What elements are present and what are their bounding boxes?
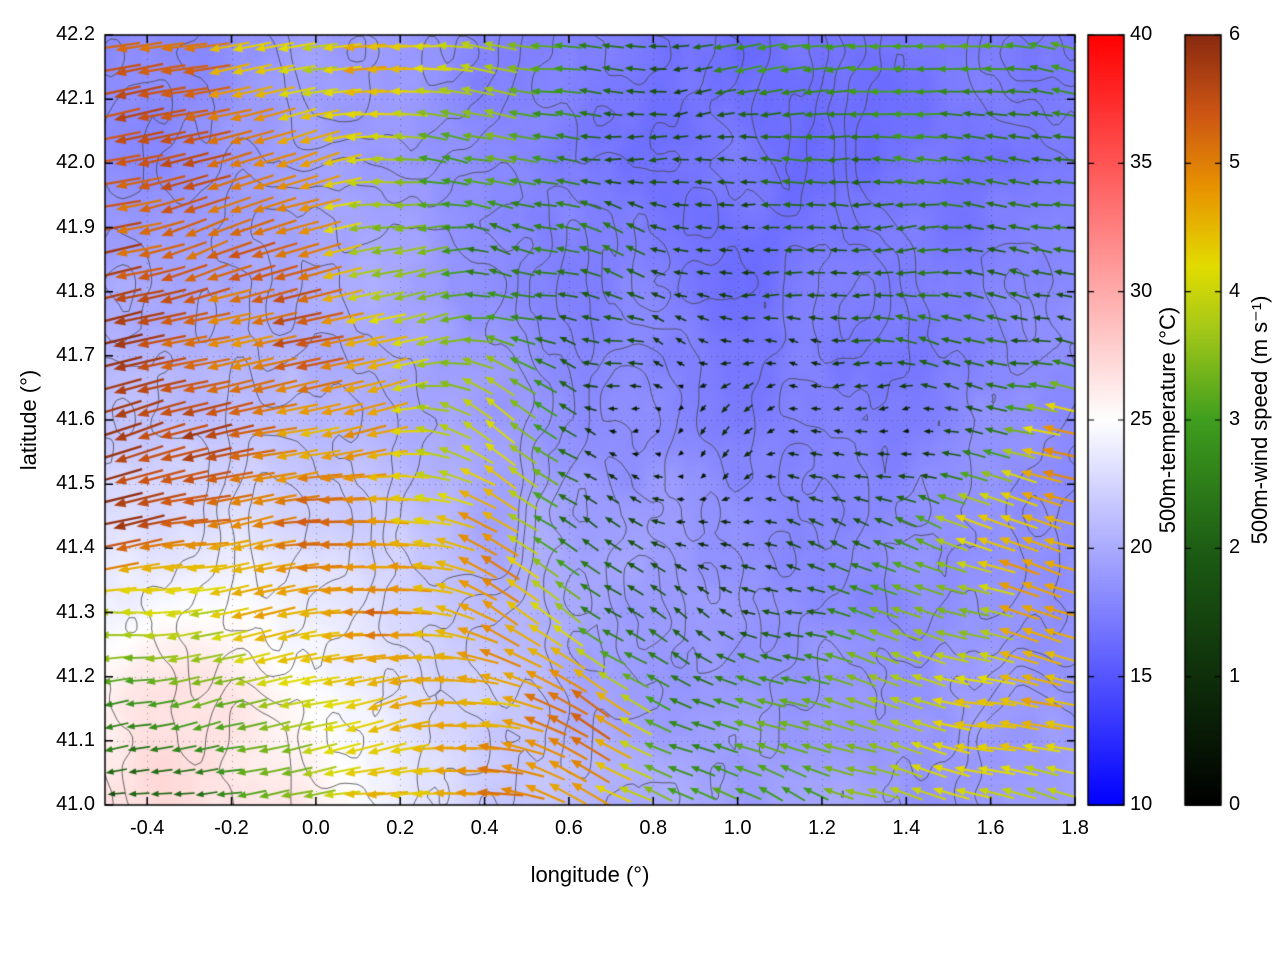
weather-map-figure: -0.4 -0.2 0.0 0.2 0.4 0.6 0.8 1.0 1.2 1.4 1.6 1.8 41… (0, 0, 1280, 960)
plot-canvas (0, 0, 1280, 960)
